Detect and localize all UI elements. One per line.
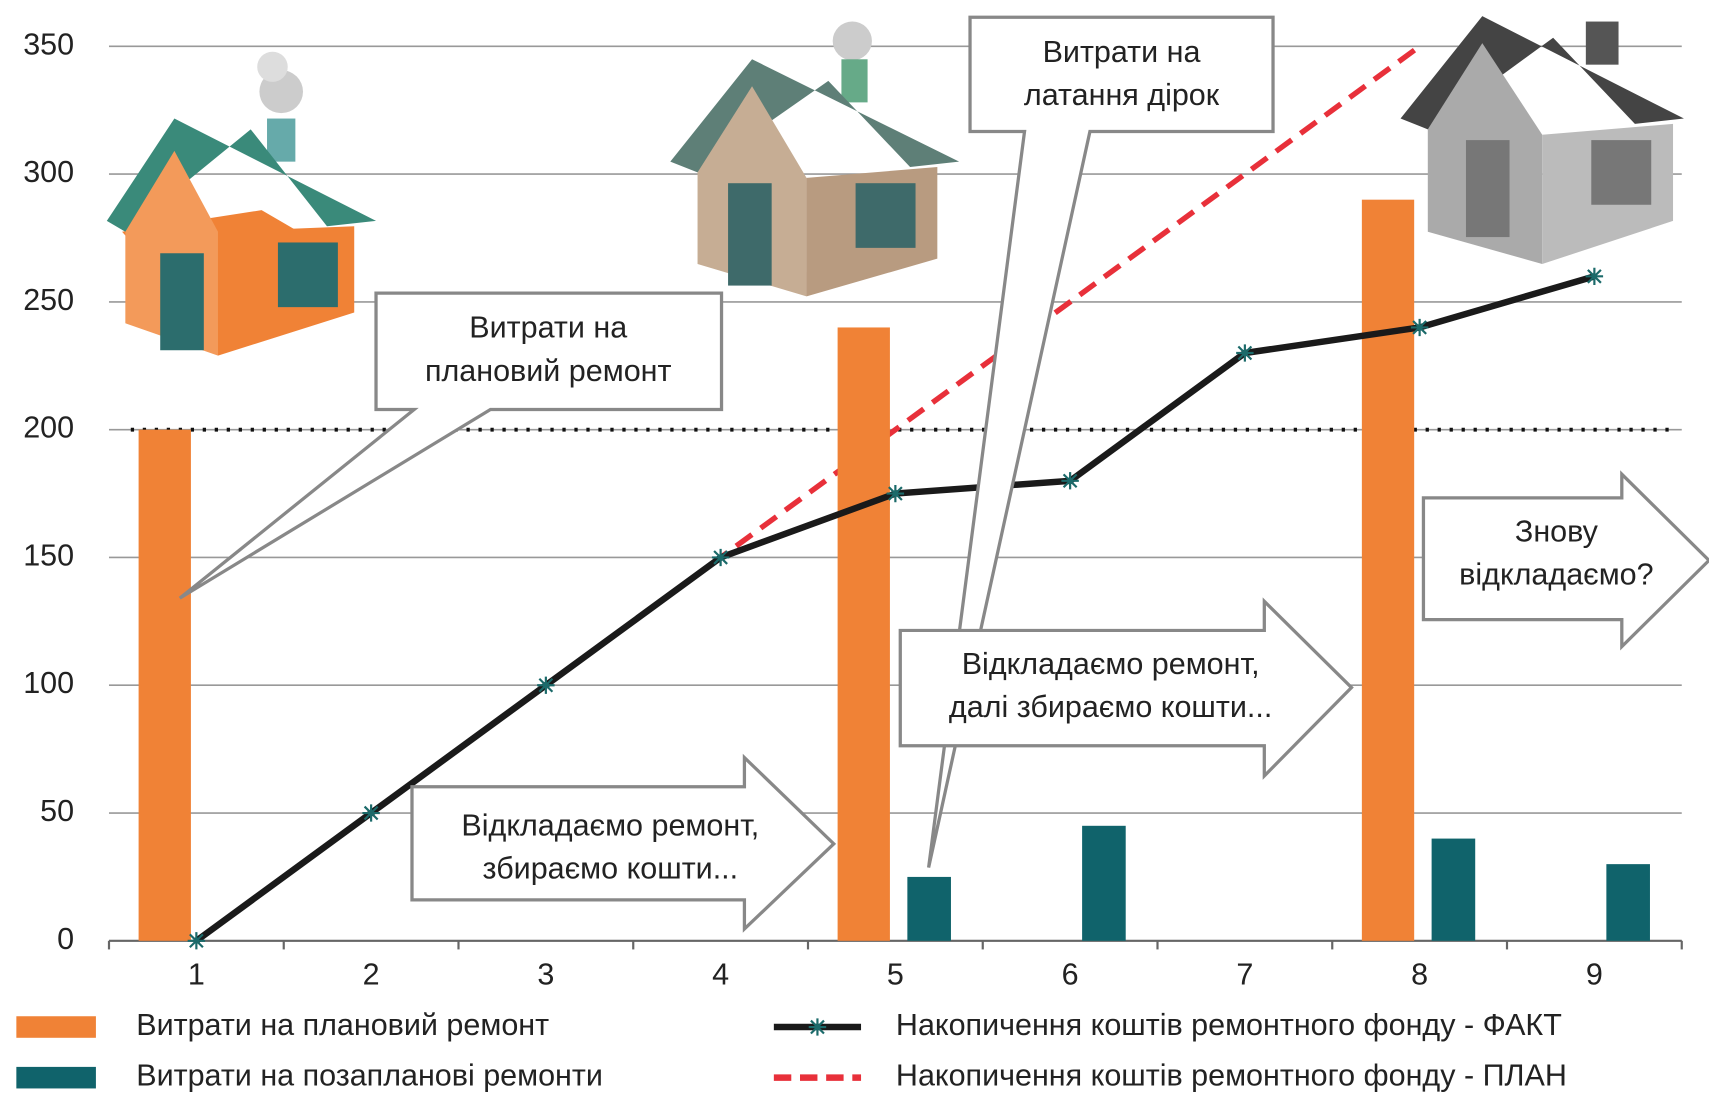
x-tick-label: 5: [887, 958, 904, 991]
legend-swatch: [16, 1067, 96, 1089]
annotation-text: відкладаємо?: [1459, 559, 1653, 592]
bar: [1362, 200, 1414, 941]
marker: [1061, 472, 1078, 489]
annotation-text: плановий ремонт: [425, 355, 672, 388]
annotation-text: Витрати на: [469, 312, 627, 345]
x-tick-label: 6: [1062, 958, 1079, 991]
y-tick-label: 300: [23, 156, 74, 189]
annotation-text: латання дірок: [1024, 79, 1220, 112]
marker: [1236, 344, 1253, 361]
legend: Витрати на плановий ремонт Витрати на поз…: [16, 1009, 1567, 1092]
annotation-text: далі збираємо кошти...: [949, 691, 1272, 724]
house-orange: [107, 52, 376, 356]
legend-label: Витрати на позапланові ремонти: [136, 1060, 603, 1093]
y-tick-label: 150: [23, 540, 74, 573]
legend-label: Накопичення коштів ремонтного фонду - ПЛ…: [896, 1060, 1567, 1093]
y-tick-label: 100: [23, 667, 74, 700]
marker: [537, 677, 554, 694]
y-tick-label: 250: [23, 284, 74, 317]
legend-label: Витрати на плановий ремонт: [136, 1009, 549, 1042]
bar: [1606, 864, 1650, 941]
y-tick-label: 200: [23, 412, 74, 445]
x-tick-label: 1: [188, 958, 205, 991]
marker: [1411, 319, 1428, 336]
marker: [188, 932, 205, 949]
x-tick-label: 7: [1236, 958, 1253, 991]
x-tick-label: 2: [363, 958, 380, 991]
legend-marker: [809, 1018, 826, 1035]
bar: [838, 327, 890, 940]
annotation-text: Витрати на: [1043, 36, 1201, 69]
y-tick-label: 0: [57, 923, 74, 956]
chart: 0 50 100 150 200 250 300 350 1 2 3 4 5 6 7 8 9 Витрати н…: [0, 0, 1709, 1110]
marker: [712, 549, 729, 566]
x-tick-label: 4: [712, 958, 729, 991]
annotation-text: збираємо кошти...: [483, 853, 739, 886]
marker: [1586, 268, 1603, 285]
house-gray: [1401, 16, 1684, 264]
y-tick-label: 350: [23, 28, 74, 61]
marker: [887, 485, 904, 502]
bar: [139, 430, 191, 941]
bar: [1432, 839, 1476, 941]
bar: [907, 877, 951, 941]
annotation-text: Відкладаємо ремонт,: [962, 648, 1260, 681]
annotation-text: Знову: [1515, 516, 1599, 549]
marker: [362, 804, 379, 821]
x-tick-label: 3: [537, 958, 554, 991]
legend-label: Накопичення коштів ремонтного фонду - ФА…: [896, 1009, 1562, 1042]
arrow-3: [412, 758, 834, 929]
house-beige: [670, 22, 959, 297]
bar: [1082, 826, 1126, 941]
y-tick-label: 50: [40, 795, 74, 828]
annotation-text: Відкладаємо ремонт,: [461, 810, 759, 843]
x-tick-label: 8: [1411, 958, 1428, 991]
legend-swatch: [16, 1016, 96, 1038]
x-tick-label: 9: [1586, 958, 1603, 991]
